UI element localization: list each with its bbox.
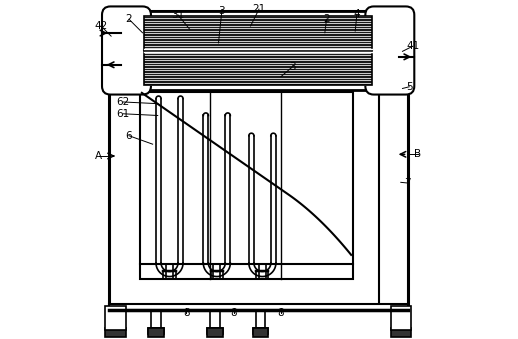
Bar: [253, 328, 268, 334]
Text: 31: 31: [171, 10, 184, 20]
Bar: [379, 11, 408, 310]
Text: A: A: [95, 151, 102, 161]
Bar: [256, 310, 265, 328]
Bar: [207, 328, 223, 337]
Bar: [391, 328, 411, 337]
Text: 42: 42: [94, 21, 108, 31]
Text: 3: 3: [219, 6, 225, 16]
Text: 7: 7: [404, 178, 411, 188]
Text: 61: 61: [117, 109, 130, 119]
FancyBboxPatch shape: [365, 6, 414, 95]
Text: 62: 62: [117, 97, 130, 107]
Text: 5: 5: [406, 82, 412, 92]
Bar: [253, 328, 268, 337]
Text: 41: 41: [406, 41, 419, 51]
FancyBboxPatch shape: [102, 6, 151, 95]
Text: B: B: [414, 149, 421, 159]
Bar: [109, 304, 408, 310]
Bar: [109, 11, 408, 90]
Bar: [151, 310, 161, 328]
Text: 2: 2: [323, 14, 330, 24]
Text: 8: 8: [231, 308, 237, 318]
Text: 2: 2: [126, 14, 132, 24]
Bar: [148, 328, 164, 334]
Bar: [109, 11, 408, 310]
Bar: [144, 16, 372, 85]
Bar: [105, 306, 126, 330]
Bar: [148, 328, 164, 337]
Text: 6: 6: [126, 131, 132, 141]
Bar: [210, 310, 220, 328]
Bar: [140, 92, 353, 279]
Text: 8: 8: [183, 308, 190, 318]
Bar: [144, 16, 372, 85]
Text: 4: 4: [354, 9, 360, 19]
Bar: [105, 328, 126, 337]
Text: 8: 8: [278, 308, 284, 318]
Text: 21: 21: [252, 4, 266, 14]
Bar: [391, 306, 411, 330]
Text: 3: 3: [290, 62, 296, 72]
Bar: [207, 328, 223, 334]
